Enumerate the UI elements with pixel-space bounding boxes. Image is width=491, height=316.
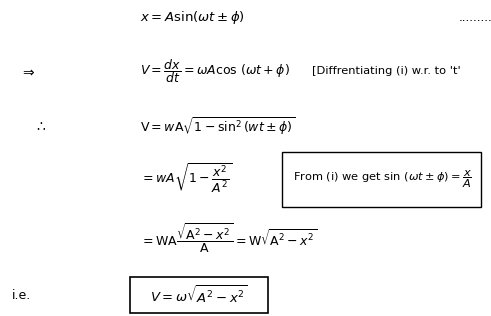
Text: From (i) we get $\sin\,(\omega t \pm \phi) = \dfrac{x}{A}$: From (i) we get $\sin\,(\omega t \pm \ph… (293, 169, 471, 190)
Text: $x = A\sin(\omega t \pm \phi)$: $x = A\sin(\omega t \pm \phi)$ (140, 9, 245, 26)
FancyBboxPatch shape (130, 276, 268, 313)
FancyBboxPatch shape (282, 152, 481, 207)
Text: $= \mathrm{WA}\dfrac{\sqrt{\mathrm{A}^2-x^2}}{\mathrm{A}} = \mathrm{W}\sqrt{\mat: $= \mathrm{WA}\dfrac{\sqrt{\mathrm{A}^2-… (140, 222, 317, 255)
Text: $= wA\sqrt{1-\dfrac{x^2}{A^2}}$: $= wA\sqrt{1-\dfrac{x^2}{A^2}}$ (140, 162, 232, 195)
Text: $\Rightarrow$: $\Rightarrow$ (20, 64, 35, 78)
Text: [Diffrentiating (i) w.r. to 't': [Diffrentiating (i) w.r. to 't' (312, 66, 461, 76)
Text: $V = \dfrac{dx}{\,dt} = \omega A\cos\,(\omega t + \phi)$: $V = \dfrac{dx}{\,dt} = \omega A\cos\,(\… (140, 57, 290, 85)
Text: ..........(i): ..........(i) (459, 11, 491, 24)
Text: $\mathrm{V} = w\mathrm{A}\sqrt{1-\sin^2(wt \pm \phi)}$: $\mathrm{V} = w\mathrm{A}\sqrt{1-\sin^2(… (140, 115, 295, 137)
Text: $V = \omega\sqrt{A^2 - x^2}$: $V = \omega\sqrt{A^2 - x^2}$ (150, 285, 247, 306)
Text: i.e.: i.e. (12, 289, 31, 302)
Text: $\therefore$: $\therefore$ (34, 119, 47, 133)
